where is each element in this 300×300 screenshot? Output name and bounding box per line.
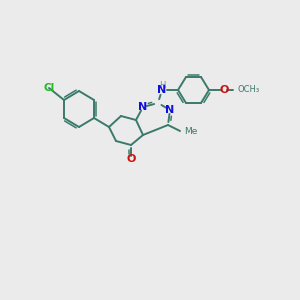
Text: H: H [159,80,165,89]
Text: O: O [126,154,136,164]
Text: N: N [138,102,148,112]
Text: N: N [165,105,175,115]
Text: OCH₃: OCH₃ [237,85,259,94]
Text: Me: Me [184,127,197,136]
Text: Cl: Cl [44,83,55,93]
Text: N: N [158,85,166,95]
Text: O: O [219,85,229,95]
